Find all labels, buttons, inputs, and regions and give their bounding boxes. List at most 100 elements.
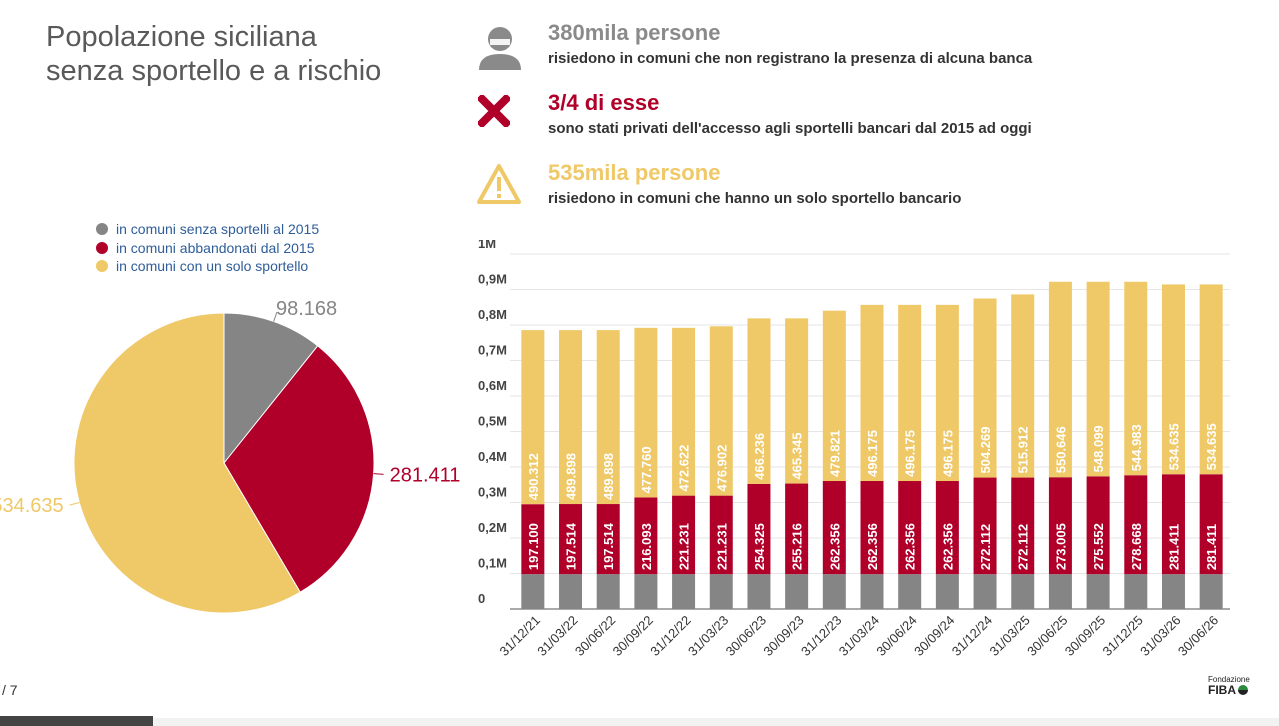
pie-value-label: 281.411 [390,464,461,486]
x-tick-label: 31/12/23 [798,613,844,659]
y-tick-label: 0,5M [478,414,507,429]
bar-value-label: 548.099 [1091,425,1106,472]
bar-value-label: 534.635 [1166,423,1181,470]
x-tick-label: 30/06/25 [1024,613,1070,659]
bar-segment [672,574,696,609]
bar-segment [747,574,771,609]
bar-segment [898,481,922,575]
bar-value-label: 197.514 [564,522,579,570]
bar-segment [935,481,959,575]
bar-segment [898,304,922,482]
bar-segment [634,327,658,498]
fiba-logo: Fondazione FIBA [1208,676,1250,697]
bar-segment [672,327,696,496]
bar-value-label: 255.216 [790,523,805,570]
bar-segment [559,330,583,505]
bar-value-label: 197.514 [601,522,616,570]
y-tick-label: 0,8M [478,307,507,322]
stat-single-branch: 535mila persone risiedono in comuni che … [548,160,961,207]
bar-value-label: 272.112 [1016,524,1031,570]
bar-segment [1086,574,1110,609]
bar-value-label: 254.325 [752,523,767,570]
bar-value-label: 504.269 [978,427,993,474]
bar-segment [822,310,846,482]
stat-no-bank: 380mila persone risiedono in comuni che … [548,20,1032,67]
bar-value-label: 262.356 [865,523,880,570]
stat-text: risiedono in comuni che non registrano l… [548,50,1033,67]
x-tick-label: 31/12/25 [1100,613,1146,659]
legend-item: in comuni senza sportelli al 2015 [96,220,319,239]
x-tick-label: 31/12/24 [949,613,995,659]
bar-segment [1161,284,1185,475]
bar-segment [596,504,620,575]
stat-headline: 3/4 di esse [548,90,660,115]
bar-segment [521,330,545,505]
bar-segment [860,574,884,609]
bar-segment [1124,574,1148,609]
title-line-1: Popolazione siciliana [46,21,317,53]
x-tick-label: 30/09/25 [1062,613,1108,659]
bar-segment [521,504,545,575]
pie-leader-line [273,311,278,322]
legend-swatch [96,260,108,273]
bar-segment [747,483,771,575]
bar-segment [973,298,997,478]
bar-segment [1048,574,1072,609]
x-tick-label: 31/12/22 [647,613,693,659]
bar-segment [1086,476,1110,575]
x-tick-label: 30/09/24 [911,613,957,659]
y-tick-label: 0,6M [478,378,507,393]
x-tick-label: 30/09/22 [610,613,656,659]
person-icon [479,27,521,70]
bar-segment [1011,574,1035,609]
bar-value-label: 262.356 [940,523,955,570]
pie-value-label: 534.635 [0,495,64,517]
stat-headline: 535mila persone [548,160,721,185]
x-axis: 31/12/2131/03/2230/06/2230/09/2231/12/22… [497,613,1222,659]
bar-segment [672,495,696,575]
bar-segment [596,330,620,505]
bar-segment [709,495,733,575]
bar-segment [596,574,620,609]
stacked-bar-chart: 0 0,1M 0,2M 0,3M 0,4M 0,5M 0,6M 0,7M 0,8M 0,9M 1M 1… [478,240,1230,659]
bar-segment [1086,281,1110,477]
pie-leader-line [69,502,80,506]
legend-swatch [96,223,108,236]
bar-value-label: 550.646 [1053,426,1068,473]
y-tick-label: 0,2M [478,520,507,535]
pie-labels: 98.168 281.411 534.635 [0,298,460,517]
bar-segment [860,481,884,575]
bar-segment [973,574,997,609]
y-tick-label: 0 [478,591,485,606]
legend-item: in comuni abbandonati dal 2015 [96,239,319,258]
bar-value-label: 273.005 [1053,523,1068,570]
y-tick-label: 0,1M [478,556,507,571]
bar-segment [935,574,959,609]
bar-value-label: 466.236 [752,433,767,480]
bar-value-label: 262.356 [827,523,842,570]
pie-chart: 98.168 281.411 534.635 [0,298,460,614]
bar-value-label: 281.411 [1166,524,1181,570]
y-tick-label: 0,3M [478,485,507,500]
bar-segment [822,481,846,575]
legend-label: in comuni con un solo sportello [116,258,309,275]
bar-value-label: 515.912 [1016,427,1031,474]
bar-value-label: 221.231 [714,523,729,570]
bar-value-label: 262.356 [903,523,918,570]
x-tick-label: 30/06/23 [723,613,769,659]
bar-segment [559,574,583,609]
bar-value-label: 281.411 [1204,524,1219,570]
bar-value-label: 534.635 [1204,423,1219,470]
bar-value-label: 197.100 [526,523,541,570]
pie-slice [73,312,301,614]
bar-segment [634,574,658,609]
bar-value-label: 544.983 [1129,424,1144,471]
bar-value-label: 216.093 [639,523,654,570]
y-tick-label: 0,7M [478,343,507,358]
bar-segment [1161,574,1185,609]
bar-value-label: 490.312 [526,453,541,500]
x-tick-label: 30/06/22 [572,613,618,659]
bar-value-label: 221.231 [677,523,692,570]
x-tick-label: 31/03/26 [1137,613,1183,659]
bar-segment [1161,474,1185,575]
